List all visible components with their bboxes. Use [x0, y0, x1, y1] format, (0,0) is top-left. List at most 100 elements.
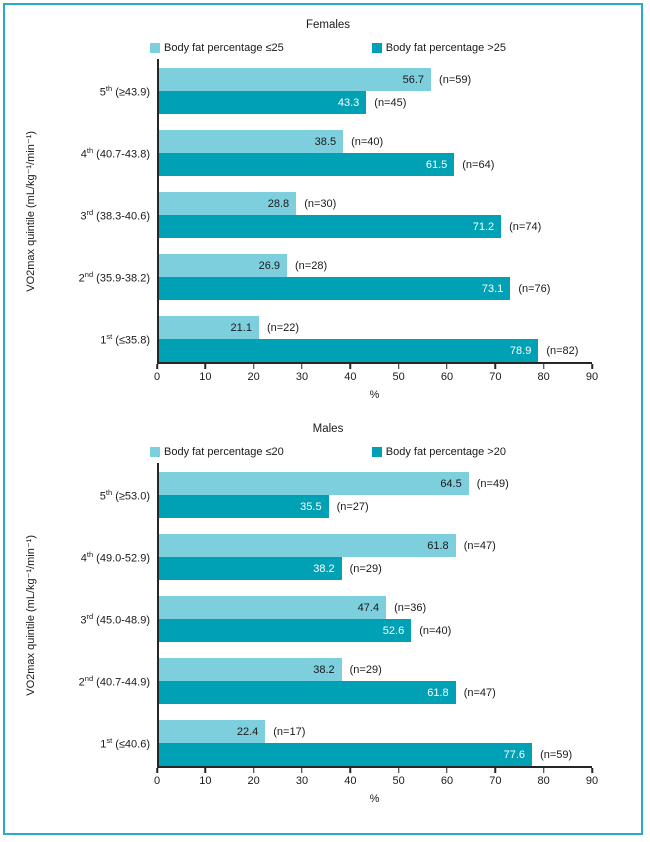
- bar: 61.8: [157, 681, 456, 704]
- bar-group: 2nd (35.9-38.2) 26.9 (n=28) 73.1 (n=76): [45, 254, 641, 300]
- bar-group: 3rd (45.0-48.9) 47.4 (n=36) 52.6 (n=40): [45, 596, 641, 642]
- x-axis-row: [45, 766, 641, 774]
- axis-tick: [446, 364, 448, 369]
- bar-group: 4th (49.0-52.9) 61.8 (n=47) 38.2 (n=29): [45, 534, 641, 580]
- category-label: 5th (≥43.9): [99, 83, 150, 99]
- axis-tick-label: 60: [440, 371, 454, 383]
- axis-tick: [349, 768, 352, 773]
- bar-value-label: 78.9: [509, 344, 532, 357]
- bar: 47.4: [157, 596, 387, 619]
- bar-group: 1st (≤40.6) 22.4 (n=17) 77.6 (n=59): [45, 720, 641, 766]
- axis-tick: [156, 768, 158, 773]
- category-label: 3rd (38.3-40.6): [80, 207, 150, 223]
- axis-tick-label: 70: [489, 371, 502, 383]
- axis-tick-label: 10: [199, 775, 212, 787]
- bar-row: 43.3 (n=45): [157, 91, 592, 114]
- category-label: 4th (49.0-52.9): [80, 549, 150, 565]
- axis-tick: [301, 364, 303, 369]
- bar: 71.2: [157, 215, 502, 238]
- axis-spacer: [45, 774, 157, 790]
- bar-row: 78.9 (n=82): [157, 339, 592, 362]
- axis-tick: [542, 364, 545, 369]
- count-label: (n=27): [336, 500, 369, 513]
- bar: 35.5: [157, 495, 329, 518]
- category-label: 4th (40.7-43.8): [80, 145, 150, 161]
- bar-group: 4th (40.7-43.8) 38.5 (n=40) 61.5 (n=64): [45, 130, 641, 176]
- count-label: (n=30): [304, 197, 337, 210]
- count-label: (n=74): [509, 220, 542, 233]
- plot-area: VO2max quintile (mL/kg⁻¹/min⁻¹) 5th (≥53…: [15, 463, 641, 805]
- bar-value-label: 28.8: [267, 197, 290, 210]
- bar-pair: 61.8 (n=47) 38.2 (n=29): [157, 534, 592, 580]
- axis-tick: [494, 768, 497, 773]
- bar-row: 64.5 (n=49): [157, 472, 592, 495]
- axis-tick-label: 0: [153, 775, 161, 787]
- count-label: (n=29): [349, 562, 382, 575]
- chart-title: Males: [312, 423, 344, 435]
- bar-value-label: 26.9: [258, 259, 281, 272]
- legend-item: Body fat percentage ≤20: [150, 446, 284, 458]
- plot-main: 5th (≥43.9) 56.7 (n=59) 43.3 (n=45) 4th (40.7…: [45, 59, 641, 401]
- bar-group: 3rd (38.3-40.6) 28.8 (n=30) 71.2 (n=74): [45, 192, 641, 238]
- plot-main: 5th (≥53.0) 64.5 (n=49) 35.5 (n=27) 4th (49.0…: [45, 463, 641, 805]
- count-label: (n=59): [439, 73, 472, 86]
- legend-label: Body fat percentage ≤25: [164, 42, 284, 54]
- bar-value-label: 21.1: [230, 321, 252, 334]
- bar-value-label: 35.5: [300, 500, 322, 513]
- legend-swatch-light: [150, 447, 160, 457]
- bar-value-label: 43.3: [337, 96, 360, 109]
- bar: 61.5: [157, 153, 455, 176]
- count-label: (n=28): [295, 259, 328, 272]
- bar-group: 5th (≥53.0) 64.5 (n=49) 35.5 (n=27): [45, 472, 641, 518]
- axis-tick-label: 30: [295, 371, 309, 383]
- x-axis-label-row: %: [45, 793, 641, 805]
- chart-females: Females Body fat percentage ≤25 Body fat…: [15, 15, 641, 419]
- bar: 38.5: [157, 130, 344, 153]
- axis-tick: [204, 364, 207, 369]
- y-axis-label-column: VO2max quintile (mL/kg⁻¹/min⁻¹): [15, 463, 45, 805]
- axis-spacer: [45, 370, 157, 386]
- axis-tick-label: 0: [153, 371, 161, 383]
- axis-tick: [542, 768, 545, 773]
- bar-value-label: 71.2: [472, 220, 495, 233]
- bar-value-label: 73.1: [481, 282, 504, 295]
- axis-spacer: [45, 362, 157, 370]
- bar-value-label: 64.5: [440, 477, 462, 490]
- chart-males: Males Body fat percentage ≤20 Body fat p…: [15, 419, 641, 823]
- count-label: (n=76): [518, 282, 551, 295]
- axis-tick-label: 40: [344, 775, 357, 787]
- bar: 26.9: [157, 254, 288, 277]
- category-label: 3rd (45.0-48.9): [80, 611, 150, 627]
- bar-row: 47.4 (n=36): [157, 596, 592, 619]
- bar: 38.2: [157, 658, 342, 681]
- count-label: (n=45): [374, 96, 407, 109]
- y-axis-line: [157, 59, 159, 362]
- bar-pair: 22.4 (n=17) 77.6 (n=59): [157, 720, 592, 766]
- bar-pair: 38.2 (n=29) 61.8 (n=47): [157, 658, 592, 704]
- count-label: (n=22): [266, 321, 300, 334]
- bar-pair: 26.9 (n=28) 73.1 (n=76): [157, 254, 592, 300]
- bar-value-label: 61.5: [425, 158, 448, 171]
- bar: 43.3: [157, 91, 367, 114]
- axis-tick-label: 40: [344, 371, 357, 383]
- axis-tick: [252, 768, 255, 773]
- axis-spacer: [45, 389, 157, 401]
- bar-row: 26.9 (n=28): [157, 254, 592, 277]
- bar-row: 61.5 (n=64): [157, 153, 592, 176]
- bar-rows: 5th (≥43.9) 56.7 (n=59) 43.3 (n=45) 4th (40.7…: [45, 59, 641, 362]
- bar: 64.5: [157, 472, 469, 495]
- x-axis-label: %: [369, 389, 380, 401]
- count-label: (n=82): [546, 344, 579, 357]
- bar-value-label: 52.6: [382, 624, 405, 637]
- figure-frame: Females Body fat percentage ≤25 Body fat…: [3, 3, 643, 835]
- axis-tick-label: 50: [392, 371, 405, 383]
- bar: 28.8: [157, 192, 297, 215]
- count-label: (n=29): [349, 663, 382, 676]
- category-label: 1st (≤40.6): [100, 735, 150, 751]
- bar-group: 5th (≥43.9) 56.7 (n=59) 43.3 (n=45): [45, 68, 641, 114]
- bar: 56.7: [157, 68, 432, 91]
- bar-row: 38.2 (n=29): [157, 557, 592, 580]
- category-label: 2nd (35.9-38.2): [78, 269, 150, 285]
- axis-spacer: [45, 766, 157, 774]
- x-axis-label: %: [369, 793, 380, 805]
